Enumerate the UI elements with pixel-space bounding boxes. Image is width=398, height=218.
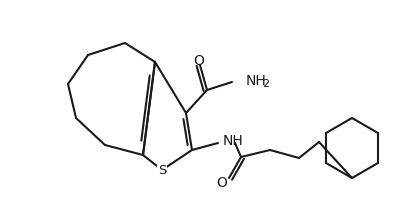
Text: NH: NH xyxy=(223,134,244,148)
Text: O: O xyxy=(193,54,205,68)
Text: NH: NH xyxy=(246,74,267,88)
Text: 2: 2 xyxy=(262,79,269,89)
Text: O: O xyxy=(217,176,227,190)
Text: S: S xyxy=(158,164,166,177)
